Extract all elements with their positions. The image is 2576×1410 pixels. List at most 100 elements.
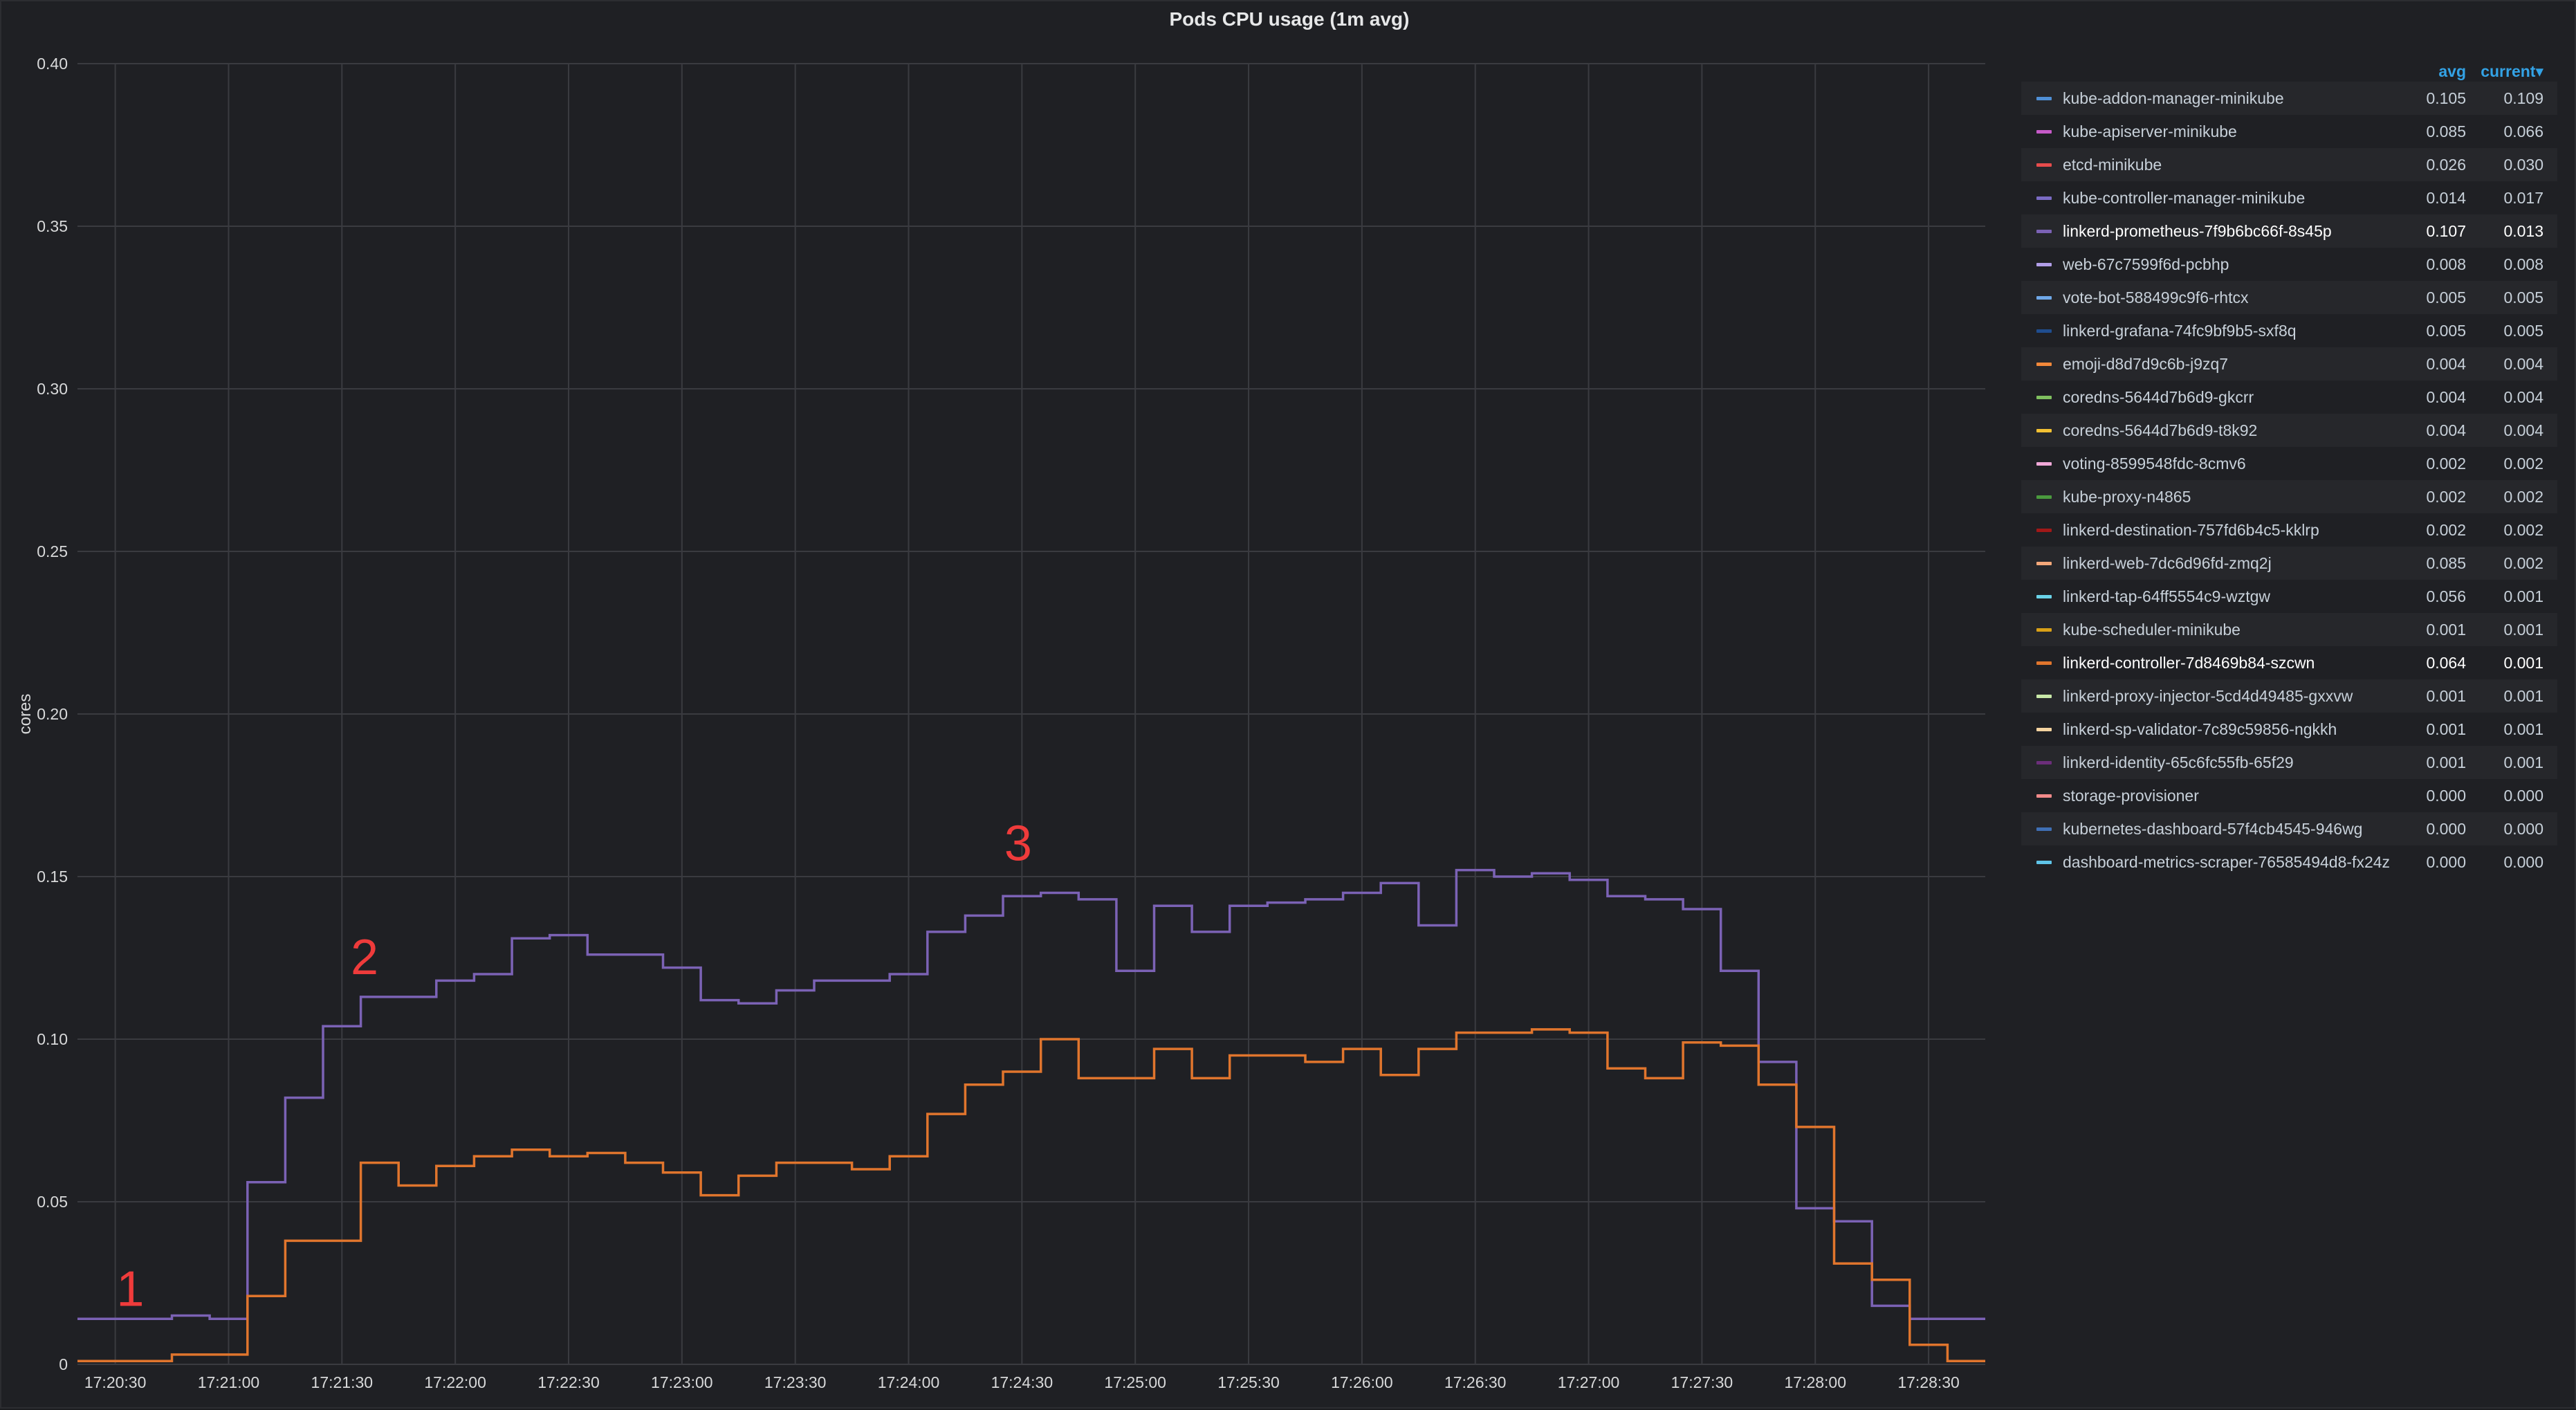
x-tick-label: 17:20:30 [84, 1373, 147, 1391]
legend-item[interactable]: kube-addon-manager-minikube 0.105 0.109 [2021, 82, 2557, 115]
legend-item[interactable]: emoji-d8d7d9c6b-j9zq7 0.004 0.004 [2021, 347, 2557, 381]
legend-swatch[interactable] [2036, 462, 2052, 466]
legend-item-name[interactable]: voting-8599548fdc-8cmv6 [2063, 455, 2246, 473]
legend-item-name[interactable]: linkerd-proxy-injector-5cd4d49485-gxxvw [2063, 687, 2353, 705]
legend-swatch[interactable] [2036, 861, 2052, 864]
y-axis-label: cores [16, 694, 35, 735]
legend-item[interactable]: linkerd-controller-7d8469b84-szcwn 0.064 0… [2021, 646, 2557, 679]
legend-swatch[interactable] [2036, 695, 2052, 698]
legend-swatch[interactable] [2036, 495, 2052, 499]
legend-swatch[interactable] [2036, 429, 2052, 432]
legend-item-avg: 0.001 [2426, 720, 2466, 738]
legend-item-name[interactable]: linkerd-destination-757fd6b4c5-kklrp [2063, 521, 2319, 539]
legend-item-current: 0.004 [2503, 388, 2543, 406]
legend-swatch[interactable] [2036, 827, 2052, 831]
legend-item-name[interactable]: kube-controller-manager-minikube [2063, 189, 2306, 207]
legend-item[interactable]: kube-scheduler-minikube 0.001 0.001 [2021, 613, 2557, 646]
legend-swatch[interactable] [2036, 230, 2052, 233]
legend-item[interactable]: kubernetes-dashboard-57f4cb4545-946wg 0.0… [2021, 812, 2557, 845]
legend-item-current: 0.008 [2503, 255, 2543, 273]
legend-swatch[interactable] [2036, 562, 2052, 565]
x-tick-label: 17:27:00 [1558, 1373, 1620, 1391]
legend-swatch[interactable] [2036, 628, 2052, 632]
legend-swatch[interactable] [2036, 661, 2052, 665]
legend-item[interactable]: linkerd-web-7dc6d96fd-zmq2j 0.085 0.002 [2021, 547, 2557, 580]
legend-item-name[interactable]: linkerd-grafana-74fc9bf9b5-sxf8q [2063, 322, 2297, 340]
legend-item-name[interactable]: kube-apiserver-minikube [2063, 122, 2237, 140]
legend-item-name[interactable]: linkerd-tap-64ff5554c9-wztgw [2063, 587, 2271, 605]
legend-swatch[interactable] [2036, 728, 2052, 731]
legend-item-name[interactable]: coredns-5644d7b6d9-t8k92 [2063, 421, 2258, 439]
legend-swatch[interactable] [2036, 794, 2052, 798]
legend-item-name[interactable]: kube-scheduler-minikube [2063, 621, 2241, 639]
x-tick-label: 17:24:00 [878, 1373, 940, 1391]
legend-item[interactable]: kube-controller-manager-minikube 0.014 0.0… [2021, 181, 2557, 214]
legend-item[interactable]: voting-8599548fdc-8cmv6 0.002 0.002 [2021, 447, 2557, 480]
legend-item[interactable]: linkerd-identity-65c6fc55fb-65f29 0.001 0.… [2021, 746, 2557, 779]
legend-swatch[interactable] [2036, 761, 2052, 764]
legend-item-name[interactable]: storage-provisioner [2063, 787, 2199, 805]
legend-item-avg: 0.001 [2426, 687, 2466, 705]
x-tick-label: 17:21:00 [198, 1373, 260, 1391]
legend-item-name[interactable]: linkerd-sp-validator-7c89c59856-ngkkh [2063, 720, 2337, 738]
legend-item-avg: 0.056 [2426, 587, 2466, 605]
legend-item-name[interactable]: kubernetes-dashboard-57f4cb4545-946wg [2063, 820, 2363, 838]
legend-item-current: 0.013 [2503, 222, 2543, 240]
legend-item-name[interactable]: etcd-minikube [2063, 156, 2162, 174]
legend-item[interactable]: vote-bot-588499c9f6-rhtcx 0.005 0.005 [2021, 281, 2557, 314]
legend-item-avg: 0.000 [2426, 853, 2466, 871]
legend-item[interactable]: linkerd-tap-64ff5554c9-wztgw 0.056 0.001 [2021, 580, 2557, 613]
legend-item-name[interactable]: linkerd-identity-65c6fc55fb-65f29 [2063, 753, 2294, 771]
legend-item[interactable]: etcd-minikube 0.026 0.030 [2021, 148, 2557, 181]
legend-item[interactable]: storage-provisioner 0.000 0.000 [2021, 779, 2557, 812]
legend-item-name[interactable]: emoji-d8d7d9c6b-j9zq7 [2063, 355, 2229, 373]
legend-swatch[interactable] [2036, 263, 2052, 266]
legend-item-avg: 0.000 [2426, 820, 2466, 838]
legend-swatch[interactable] [2036, 296, 2052, 300]
legend-item-name[interactable]: linkerd-web-7dc6d96fd-zmq2j [2063, 554, 2272, 572]
panel-title[interactable]: Pods CPU usage (1m avg) [1169, 8, 1410, 30]
legend-item-name[interactable]: linkerd-prometheus-7f9b6bc66f-8s45p [2063, 222, 2332, 240]
legend-swatch[interactable] [2036, 595, 2052, 598]
legend-item[interactable]: web-67c7599f6d-pcbhp 0.008 0.008 [2021, 248, 2557, 281]
y-tick-label: 0.30 [37, 380, 68, 398]
legend-item-name[interactable]: dashboard-metrics-scraper-76585494d8-fx2… [2063, 853, 2391, 871]
legend-item-name[interactable]: vote-bot-588499c9f6-rhtcx [2063, 289, 2249, 306]
legend-swatch[interactable] [2036, 396, 2052, 399]
legend-item-avg: 0.001 [2426, 621, 2466, 639]
legend-swatch[interactable] [2036, 130, 2052, 134]
legend-col-avg[interactable]: avg [2438, 62, 2466, 80]
legend-item-current: 0.001 [2503, 720, 2543, 738]
legend-swatch[interactable] [2036, 363, 2052, 366]
legend-item-current: 0.000 [2503, 787, 2543, 805]
legend-item-avg: 0.001 [2426, 753, 2466, 771]
legend-swatch[interactable] [2036, 196, 2052, 200]
legend-item[interactable]: linkerd-grafana-74fc9bf9b5-sxf8q 0.005 0.0… [2021, 314, 2557, 347]
x-tick-label: 17:23:30 [764, 1373, 827, 1391]
legend-col-current[interactable]: current▾ [2481, 62, 2543, 80]
legend-item-current: 0.004 [2503, 421, 2543, 439]
y-tick-label: 0.15 [37, 868, 68, 886]
legend-item[interactable]: linkerd-destination-757fd6b4c5-kklrp 0.00… [2021, 513, 2557, 547]
legend-item-name[interactable]: coredns-5644d7b6d9-gkcrr [2063, 388, 2254, 406]
legend-item-name[interactable]: linkerd-controller-7d8469b84-szcwn [2063, 654, 2315, 672]
legend-item-name[interactable]: kube-proxy-n4865 [2063, 488, 2191, 506]
legend-swatch[interactable] [2036, 329, 2052, 333]
legend-swatch[interactable] [2036, 529, 2052, 532]
legend-item[interactable]: linkerd-sp-validator-7c89c59856-ngkkh 0.0… [2021, 713, 2557, 746]
legend-item-name[interactable]: kube-addon-manager-minikube [2063, 89, 2284, 107]
legend-item[interactable]: linkerd-proxy-injector-5cd4d49485-gxxvw 0… [2021, 679, 2557, 713]
legend-item-name[interactable]: web-67c7599f6d-pcbhp [2063, 255, 2229, 273]
legend-item[interactable]: kube-apiserver-minikube 0.085 0.066 [2021, 115, 2557, 148]
legend-item[interactable]: coredns-5644d7b6d9-t8k92 0.004 0.004 [2021, 414, 2557, 447]
legend-item-avg: 0.026 [2426, 156, 2466, 174]
legend-item-avg: 0.085 [2426, 122, 2466, 140]
legend-item-avg: 0.002 [2426, 488, 2466, 506]
legend-swatch[interactable] [2036, 163, 2052, 167]
legend-swatch[interactable] [2036, 97, 2052, 100]
legend-item[interactable]: linkerd-prometheus-7f9b6bc66f-8s45p 0.107… [2021, 214, 2557, 248]
legend-item[interactable]: dashboard-metrics-scraper-76585494d8-fx2… [2021, 845, 2557, 879]
legend-item[interactable]: kube-proxy-n4865 0.002 0.002 [2021, 480, 2557, 513]
legend-item[interactable]: coredns-5644d7b6d9-gkcrr 0.004 0.004 [2021, 381, 2557, 414]
legend-item-current: 0.000 [2503, 853, 2543, 871]
